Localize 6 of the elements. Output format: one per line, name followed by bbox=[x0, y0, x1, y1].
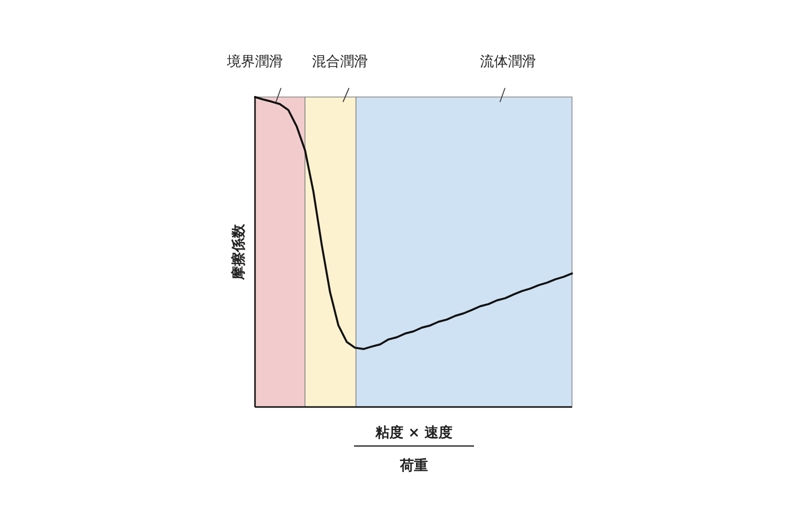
text: 境界潤滑 bbox=[226, 54, 283, 70]
y-axis-title: 摩擦係数 bbox=[230, 223, 247, 281]
text: 流体潤滑 bbox=[480, 54, 536, 70]
text: 荷重 bbox=[399, 458, 428, 474]
text: 混合潤滑 bbox=[312, 54, 368, 70]
x-axis-title: 粘度 × 速度 bbox=[374, 424, 453, 441]
